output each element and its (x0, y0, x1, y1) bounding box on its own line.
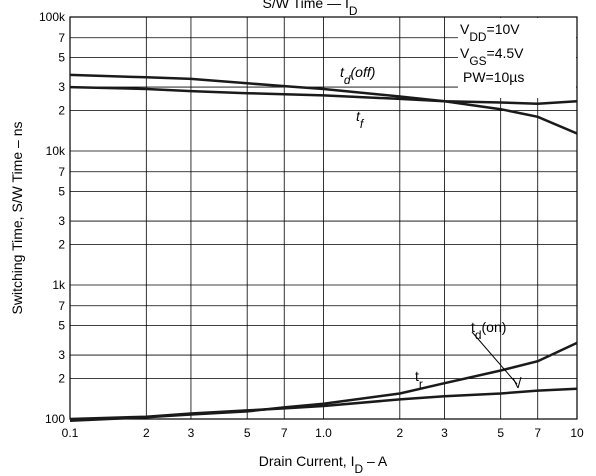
annotation: VGS=4.5V (460, 45, 524, 68)
annotation-part: t (471, 319, 475, 335)
series-line (69, 85, 578, 106)
x-tick-label: 3 (188, 426, 195, 440)
chart-title: S/W Time — ID (263, 0, 358, 18)
leader-line (471, 331, 518, 385)
conditions-box (458, 18, 576, 98)
annotation-part: d (475, 328, 482, 342)
chart-title-part: S/W Time — I (263, 0, 349, 11)
annotation: tr (415, 368, 423, 391)
annotation-part: t (340, 64, 345, 80)
x-tick-label: 3 (441, 426, 448, 440)
y-tick-label: 5 (58, 318, 65, 332)
x-tick-label: 7 (281, 426, 288, 440)
x-axis-label-part: Drain Current, I (259, 453, 355, 469)
x-tick-label: 0.1 (62, 426, 79, 440)
y-tick-label: 2 (58, 104, 65, 118)
y-tick-label: 3 (58, 348, 65, 362)
annotation: td(on) (471, 319, 506, 342)
x-tick-label: 2 (396, 426, 403, 440)
annotation-part: t (356, 108, 361, 124)
x-tick-label: 2 (143, 426, 150, 440)
annotation-part: V (460, 45, 470, 61)
x-axis-label: Drain Current, ID – A (259, 453, 388, 476)
y-tick-label: 1k (52, 278, 66, 292)
y-tick-label: 5 (58, 184, 65, 198)
y-tick-label: 7 (58, 31, 65, 45)
arrow-head (512, 377, 519, 389)
annotation-part: t (415, 368, 419, 384)
x-tick-label: 5 (244, 426, 251, 440)
x-axis-label-part: D (354, 462, 363, 476)
annotation: td(off) (340, 64, 375, 87)
y-tick-label: 2 (58, 238, 65, 252)
plot-frame (69, 16, 578, 420)
y-tick-label: 2 (58, 372, 65, 386)
annotation-part: GS (469, 54, 486, 68)
annotation-part: DD (469, 30, 487, 44)
chart-title-part: D (349, 4, 358, 18)
x-tick-label: 7 (534, 426, 541, 440)
y-tick-label: 10k (46, 144, 66, 158)
x-tick-label: 10 (570, 426, 584, 440)
annotation-part: V (460, 21, 470, 37)
annotation: VDD=10V (460, 21, 520, 44)
y-tick-label: 7 (58, 299, 65, 313)
series-line (69, 73, 578, 135)
y-tick-label: 7 (58, 165, 65, 179)
annotation-part: =4.5V (487, 45, 525, 61)
x-tick-label: 5 (497, 426, 504, 440)
x-tick-label: 1.0 (315, 426, 332, 440)
annotation-part: f (360, 117, 365, 131)
y-tick-label: 5 (58, 50, 65, 64)
annotation-part: (off) (351, 64, 376, 80)
y-tick-label: 100 (45, 412, 65, 426)
y-tick-label: 3 (58, 214, 65, 228)
annotation-part: r (419, 377, 423, 391)
annotation: PW=10µs (463, 69, 524, 85)
annotation: tf (356, 108, 365, 131)
arrow-head (517, 376, 522, 389)
y-tick-label: 3 (58, 80, 65, 94)
annotation-part: PW=10µs (463, 69, 524, 85)
x-axis-label-part: – A (363, 453, 388, 469)
y-tick-label: 100k (39, 10, 66, 24)
y-axis-label: Switching Time, S/W Time – ns (9, 122, 25, 315)
annotation-part: d (344, 73, 351, 87)
series-line (69, 387, 578, 421)
annotation-part: =10V (487, 21, 521, 37)
y-axis-label-part: Switching Time, S/W Time – ns (9, 122, 25, 315)
annotation-part: (on) (482, 319, 507, 335)
